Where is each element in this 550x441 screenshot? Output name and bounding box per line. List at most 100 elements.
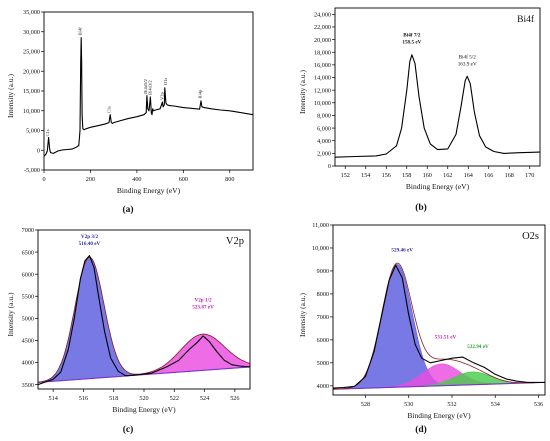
- x-tick-label: 400: [132, 176, 141, 183]
- y-tick-label: 6,000: [317, 125, 331, 132]
- y-tick-label: 6000: [22, 271, 34, 278]
- x-tick-label: 524: [200, 395, 209, 402]
- peak-label: 532.94 eV: [467, 344, 489, 350]
- peak-label: Bi4f 5/2: [459, 54, 477, 61]
- y-tick-label: 0: [37, 147, 40, 154]
- y-tick-label: 18,000: [314, 49, 331, 56]
- y-tick-label: 6000: [317, 337, 329, 344]
- series-line-1: [335, 54, 540, 158]
- plot-area: [333, 262, 545, 390]
- x-tick-label: 528: [361, 401, 370, 408]
- peak-label: 529.46 eV: [391, 247, 413, 253]
- peak-annotation: C1s: [45, 129, 50, 136]
- series-line-1: [38, 255, 250, 386]
- x-tick-label: 160: [423, 172, 432, 179]
- x-tick-label: 166: [484, 172, 493, 179]
- x-tick-label: 516: [79, 395, 88, 402]
- x-tick-label: 514: [49, 395, 58, 402]
- y-tick-label: 35,000: [23, 9, 40, 16]
- y-tick-label: 25,000: [23, 49, 40, 56]
- peak-annotation: Bi4p: [197, 89, 202, 99]
- y-tick-label: 5,000: [26, 128, 40, 135]
- x-tick-label: 522: [170, 395, 179, 402]
- x-tick-label: 800: [225, 176, 234, 183]
- x-tick-label: 0: [42, 176, 45, 183]
- x-axis-label: Binding Energy (eV): [407, 411, 471, 420]
- chart-panel-d: 528 530 532 534 536 4000 5000 6000 7000 8000 9000 1…: [298, 222, 546, 435]
- plot-frame: [334, 7, 541, 167]
- y-tick-label: 4000: [317, 383, 329, 390]
- y-tick-label: 3500: [22, 382, 34, 389]
- y-tick-label: 11,000: [312, 222, 329, 229]
- chart-panel-c: 514 516 518 520 522 524 526 3500 4000 4500 5000 550…: [6, 227, 251, 435]
- panel-title: O2s: [522, 231, 539, 242]
- y-tick-label: 20,000: [23, 68, 40, 75]
- x-axis-label: Binding Energy (eV): [112, 405, 176, 414]
- y-tick-label: 0: [328, 163, 331, 170]
- y-tick-label: 5000: [22, 316, 34, 323]
- x-tick-label: 526: [230, 395, 239, 402]
- y-tick-label: 4,000: [317, 138, 331, 145]
- plot-area: [44, 37, 253, 157]
- x-tick-label: 518: [109, 395, 118, 402]
- x-tick-label: 164: [464, 172, 473, 179]
- peak-annotation: Bi4f: [78, 27, 83, 36]
- baseline-line: [38, 366, 250, 383]
- y-axis-label: Intensity (a.u.): [6, 292, 15, 336]
- x-tick-label: 600: [179, 176, 188, 183]
- y-tick-label: 7000: [22, 227, 34, 234]
- y-tick-label: 15,000: [23, 88, 40, 95]
- x-tick-label: 534: [491, 401, 500, 408]
- peak-label: V2p 3/2: [81, 234, 99, 240]
- peak-annotation: Bi4d3/2: [148, 80, 153, 95]
- y-tick-label: 8,000: [317, 113, 331, 120]
- y-tick-label: 10,000: [314, 100, 331, 107]
- series-line-1: [333, 264, 545, 389]
- x-tick-label: 530: [404, 401, 413, 408]
- peak-label: 163.9 eV: [458, 62, 477, 68]
- chart-panel-b: 152 154 156 158 160 162 164 166 168 170 0 2,000 4,00…: [298, 7, 541, 213]
- y-tick-label: 6500: [22, 249, 34, 256]
- panel-title: Bi4f: [517, 14, 535, 25]
- baseline-line: [333, 381, 545, 390]
- y-axis-label: Intensity (a.u.): [6, 74, 15, 118]
- panel-caption: (c): [123, 424, 134, 435]
- y-tick-label: 4000: [22, 360, 34, 367]
- x-tick-label: 520: [139, 395, 148, 402]
- x-tick-label: 162: [443, 172, 452, 179]
- peak-annotation: V2p: [160, 92, 165, 100]
- panel-title: V2p: [226, 236, 244, 247]
- peak-label: 516.40 eV: [79, 241, 101, 247]
- x-tick-label: 536: [534, 401, 543, 408]
- x-tick-label: 532: [447, 401, 456, 408]
- y-tick-label: 20,000: [314, 37, 331, 44]
- x-axis-label: Binding Energy (eV): [406, 182, 470, 191]
- y-tick-label: 8000: [317, 291, 329, 298]
- panel-caption: (a): [122, 204, 133, 215]
- y-tick-label: -5,000: [24, 167, 40, 174]
- y-tick-label: 7000: [317, 314, 329, 321]
- y-tick-label: 10,000: [312, 245, 329, 252]
- y-tick-label: 5000: [317, 360, 329, 367]
- peak-label: 158.5 eV: [402, 39, 421, 45]
- x-tick-label: 154: [361, 172, 370, 179]
- peak-annotation: Bi4d5/2: [143, 79, 148, 94]
- peak-annotation: C1s: [106, 106, 111, 113]
- peak-annotation: O1s: [163, 78, 168, 85]
- peak-label: 531.51 eV: [435, 335, 457, 341]
- y-tick-label: 9000: [317, 268, 329, 275]
- y-tick-label: 4500: [22, 338, 34, 345]
- x-tick-label: 152: [341, 172, 350, 179]
- panel-caption: (d): [415, 424, 427, 435]
- x-tick-label: 158: [402, 172, 411, 179]
- chart-panel-a: 0 200 400 600 800-5,00005,00010,00015,00020,…: [6, 9, 254, 215]
- plot-frame: [332, 224, 546, 396]
- y-tick-label: 10,000: [23, 108, 40, 115]
- y-tick-label: 24,000: [314, 12, 331, 19]
- series-line-1: [44, 37, 253, 157]
- x-tick-label: 156: [382, 172, 391, 179]
- y-tick-label: 16,000: [314, 62, 331, 69]
- y-tick-label: 5500: [22, 293, 34, 300]
- plot-area: [38, 255, 250, 386]
- y-axis-label: Intensity (a.u.): [298, 70, 307, 114]
